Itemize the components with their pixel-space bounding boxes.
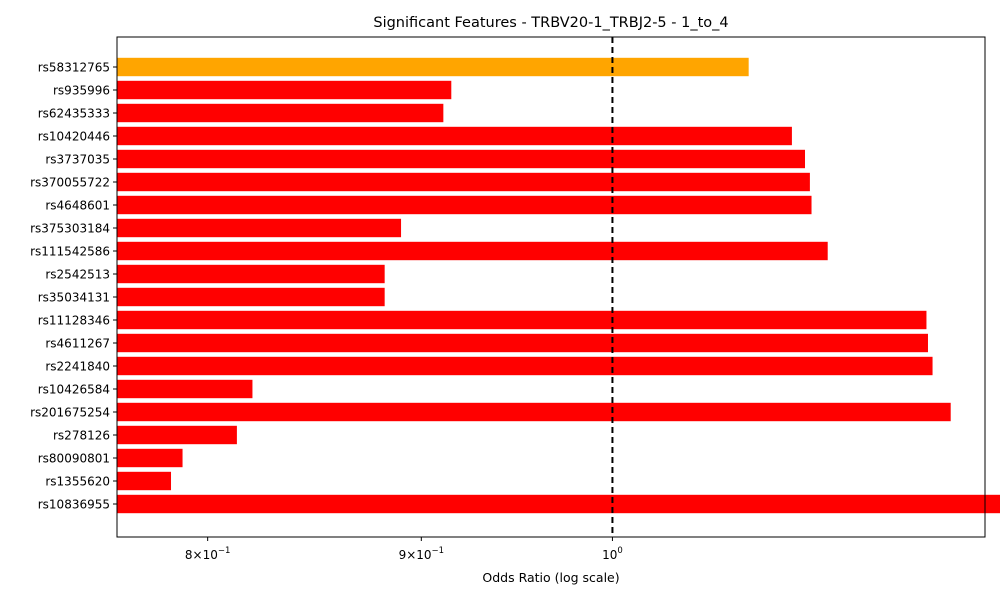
y-tick-label: rs58312765 <box>38 60 110 74</box>
bar-rs80090801 <box>117 448 183 468</box>
y-tick-label: rs375303184 <box>30 221 110 235</box>
y-tick-label: rs2241840 <box>45 359 110 373</box>
x-axis-label: Odds Ratio (log scale) <box>482 570 619 585</box>
bar-rs2542513 <box>117 264 385 284</box>
bar-rs62435333 <box>117 103 444 123</box>
y-tick-label: rs370055722 <box>30 175 110 189</box>
y-tick-label: rs3737035 <box>45 152 110 166</box>
bar-rs10426584 <box>117 379 253 399</box>
bar-rs111542586 <box>117 241 828 261</box>
bar-rs10420446 <box>117 126 792 146</box>
chart-title: Significant Features - TRBV20-1_TRBJ2-5 … <box>373 15 728 31</box>
x-ticks: 8×10−1 9×10−1 100 <box>185 537 623 562</box>
y-tick-label: rs2542513 <box>45 267 110 281</box>
bar-rs3737035 <box>117 149 806 169</box>
y-tick-label: rs201675254 <box>30 405 110 419</box>
x-tick-label: 100 <box>602 546 623 562</box>
bar-rs2241840 <box>117 356 933 376</box>
y-tick-labels: rs58312765 rs935996 rs62435333 rs10420446 rs… <box>30 60 117 511</box>
bar-rs370055722 <box>117 172 810 192</box>
bar-rs935996 <box>117 80 452 100</box>
y-tick-label: rs10426584 <box>38 382 110 396</box>
bar-rs58312765 <box>117 57 749 77</box>
bar-rs278126 <box>117 425 237 445</box>
y-tick-label: rs278126 <box>53 428 110 442</box>
plot-frame <box>116 36 986 538</box>
bar-rs201675254 <box>117 402 951 422</box>
bar-rs35034131 <box>117 287 385 307</box>
bar-rs11128346 <box>117 310 927 330</box>
bar-rs4611267 <box>117 333 928 353</box>
y-tick-label: rs1355620 <box>45 474 110 488</box>
bar-rs10836955 <box>117 494 1000 514</box>
bars-group <box>117 57 1000 514</box>
y-tick-label: rs80090801 <box>38 451 110 465</box>
y-tick-label: rs111542586 <box>30 244 110 258</box>
y-tick-label: rs4611267 <box>45 336 110 350</box>
y-tick-label: rs10420446 <box>38 129 110 143</box>
bar-rs375303184 <box>117 218 402 238</box>
x-tick-label: 9×10−1 <box>399 546 445 562</box>
y-tick-label: rs35034131 <box>38 290 110 304</box>
bar-rs1355620 <box>117 471 172 491</box>
x-tick-label: 8×10−1 <box>185 546 231 562</box>
y-tick-label: rs62435333 <box>38 106 110 120</box>
y-tick-label: rs11128346 <box>38 313 110 327</box>
bar-rs4648601 <box>117 195 812 215</box>
y-tick-label: rs935996 <box>53 83 110 97</box>
y-tick-label: rs10836955 <box>38 497 110 511</box>
y-tick-label: rs4648601 <box>45 198 110 212</box>
